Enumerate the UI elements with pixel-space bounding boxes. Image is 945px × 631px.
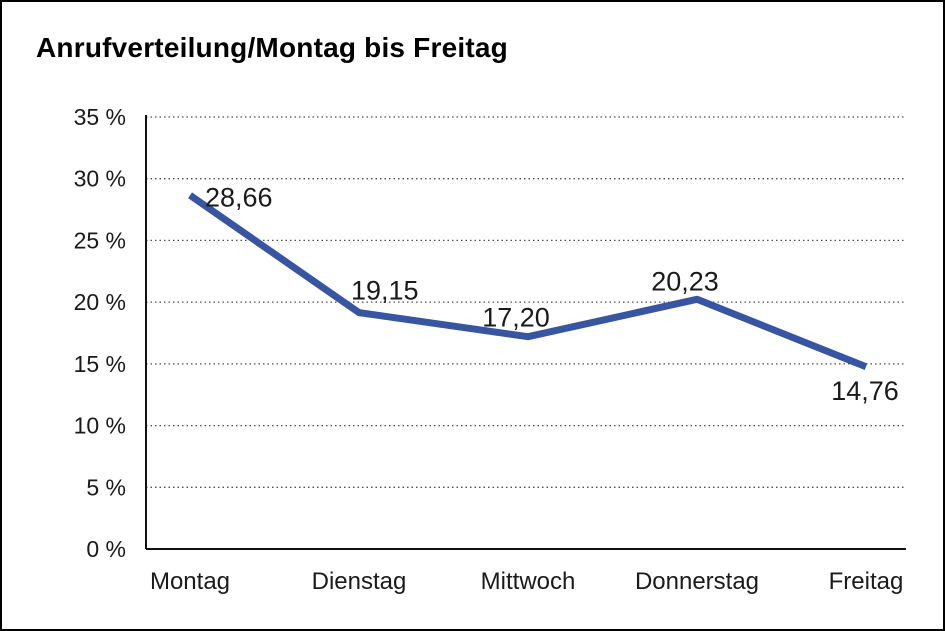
chart-title: Anrufverteilung/Montag bis Freitag	[36, 32, 508, 63]
x-tick-label-dienstag: Dienstag	[312, 568, 407, 595]
x-tick-label-mittwoch: Mittwoch	[481, 568, 576, 595]
point-label-mittwoch: 17,20	[482, 303, 550, 333]
y-tick-label-35pct: 35 %	[74, 104, 126, 130]
point-label-donnerstag: 20,23	[651, 266, 719, 296]
y-tick-label-0pct: 0 %	[86, 536, 126, 562]
point-label-freitag: 14,76	[831, 376, 899, 406]
point-label-montag: 28,66	[205, 182, 273, 212]
y-tick-label-5pct: 5 %	[86, 474, 126, 500]
y-tick-label-25pct: 25 %	[74, 227, 126, 253]
y-tick-label-10pct: 10 %	[74, 413, 126, 439]
point-label-dienstag: 19,15	[351, 276, 419, 306]
x-tick-label-montag: Montag	[150, 568, 230, 595]
x-tick-label-freitag: Freitag	[829, 568, 904, 595]
y-tick-label-20pct: 20 %	[74, 289, 126, 315]
y-tick-label-15pct: 15 %	[74, 351, 126, 377]
y-tick-label-30pct: 30 %	[74, 166, 126, 192]
x-tick-label-donnerstag: Donnerstag	[635, 568, 759, 595]
series-line	[188, 192, 868, 371]
